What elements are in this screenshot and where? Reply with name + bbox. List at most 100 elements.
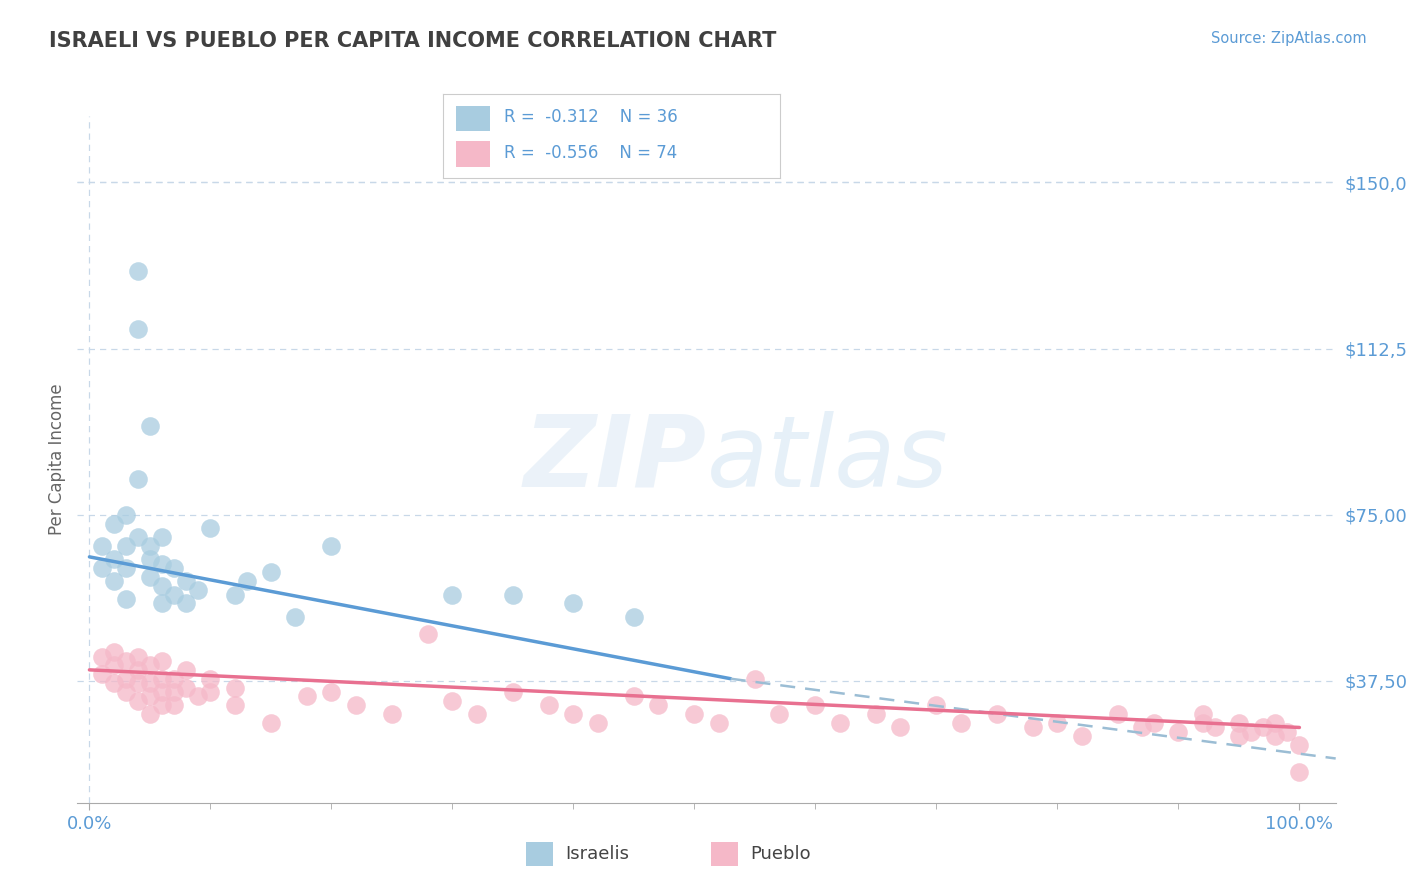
- Point: [150, 596, 173, 610]
- Point: [90, 667, 112, 681]
- Point: [103, 574, 125, 589]
- Point: [139, 707, 162, 722]
- Point: [381, 707, 404, 722]
- Point: [114, 508, 136, 522]
- Point: [1227, 729, 1250, 743]
- Point: [260, 716, 283, 731]
- Point: [647, 698, 669, 713]
- Point: [828, 716, 851, 731]
- Point: [744, 672, 766, 686]
- Point: [163, 561, 186, 575]
- Point: [127, 649, 149, 664]
- Point: [1264, 729, 1286, 743]
- Point: [1107, 707, 1129, 722]
- Text: ISRAELI VS PUEBLO PER CAPITA INCOME CORRELATION CHART: ISRAELI VS PUEBLO PER CAPITA INCOME CORR…: [49, 31, 776, 51]
- Point: [1288, 764, 1310, 779]
- Point: [114, 539, 136, 553]
- Point: [114, 672, 136, 686]
- Point: [321, 539, 343, 553]
- Point: [538, 698, 561, 713]
- Bar: [711, 842, 738, 866]
- Point: [127, 676, 149, 690]
- Point: [163, 685, 186, 699]
- Point: [1277, 725, 1299, 739]
- Point: [127, 264, 149, 278]
- Point: [768, 707, 790, 722]
- Point: [174, 596, 197, 610]
- Text: Israelis: Israelis: [565, 845, 630, 863]
- Point: [465, 707, 488, 722]
- Point: [284, 609, 307, 624]
- Point: [260, 566, 283, 580]
- Point: [224, 681, 246, 695]
- Point: [1264, 716, 1286, 731]
- Point: [623, 609, 645, 624]
- Point: [127, 663, 149, 677]
- Point: [441, 588, 464, 602]
- Point: [103, 552, 125, 566]
- Point: [150, 557, 173, 571]
- Point: [150, 698, 173, 713]
- Point: [224, 698, 246, 713]
- Point: [986, 707, 1008, 722]
- Point: [441, 694, 464, 708]
- Point: [103, 516, 125, 531]
- Point: [139, 552, 162, 566]
- Point: [163, 698, 186, 713]
- Point: [200, 521, 222, 535]
- Point: [1288, 738, 1310, 752]
- Point: [297, 690, 319, 704]
- Point: [103, 676, 125, 690]
- Text: R =  -0.556    N = 74: R = -0.556 N = 74: [503, 144, 676, 162]
- Text: Pueblo: Pueblo: [751, 845, 811, 863]
- Point: [344, 698, 367, 713]
- Point: [174, 574, 197, 589]
- Point: [502, 588, 524, 602]
- Point: [127, 472, 149, 486]
- Point: [150, 579, 173, 593]
- Point: [925, 698, 948, 713]
- Point: [127, 321, 149, 335]
- Point: [200, 672, 222, 686]
- Point: [103, 645, 125, 659]
- Text: Source: ZipAtlas.com: Source: ZipAtlas.com: [1211, 31, 1367, 46]
- Point: [1251, 721, 1274, 735]
- Point: [114, 654, 136, 668]
- Point: [949, 716, 972, 731]
- Point: [127, 530, 149, 544]
- Point: [90, 561, 112, 575]
- Point: [174, 681, 197, 695]
- Y-axis label: Per Capita Income: Per Capita Income: [48, 384, 66, 535]
- Point: [683, 707, 706, 722]
- Point: [139, 539, 162, 553]
- Point: [150, 530, 173, 544]
- Point: [150, 654, 173, 668]
- Point: [150, 685, 173, 699]
- Point: [1022, 721, 1045, 735]
- Point: [90, 539, 112, 553]
- Point: [163, 588, 186, 602]
- Bar: [457, 105, 491, 131]
- Point: [114, 685, 136, 699]
- Point: [1204, 721, 1226, 735]
- Point: [163, 672, 186, 686]
- Text: R =  -0.312    N = 36: R = -0.312 N = 36: [503, 109, 678, 127]
- Point: [707, 716, 730, 731]
- Point: [1240, 725, 1263, 739]
- Point: [139, 676, 162, 690]
- Point: [804, 698, 827, 713]
- Point: [1130, 721, 1153, 735]
- Point: [889, 721, 911, 735]
- Point: [139, 570, 162, 584]
- Point: [321, 685, 343, 699]
- Point: [1227, 716, 1250, 731]
- Text: ZIP: ZIP: [523, 411, 707, 508]
- Point: [1167, 725, 1189, 739]
- Point: [865, 707, 887, 722]
- Point: [187, 583, 209, 598]
- Point: [139, 658, 162, 673]
- Point: [1046, 716, 1069, 731]
- Point: [103, 658, 125, 673]
- Bar: [526, 842, 554, 866]
- Point: [114, 591, 136, 606]
